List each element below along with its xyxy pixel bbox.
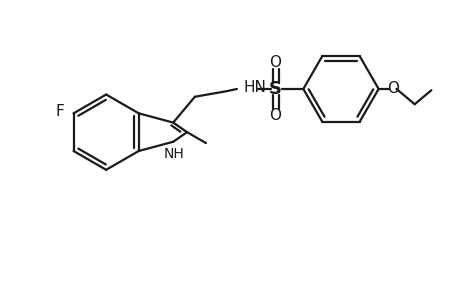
Text: NH: NH (163, 147, 184, 160)
Text: S: S (269, 80, 281, 98)
Text: O: O (269, 108, 281, 123)
Text: F: F (55, 104, 64, 119)
Text: O: O (269, 55, 281, 70)
Text: O: O (386, 81, 398, 96)
Text: HN: HN (243, 80, 266, 95)
